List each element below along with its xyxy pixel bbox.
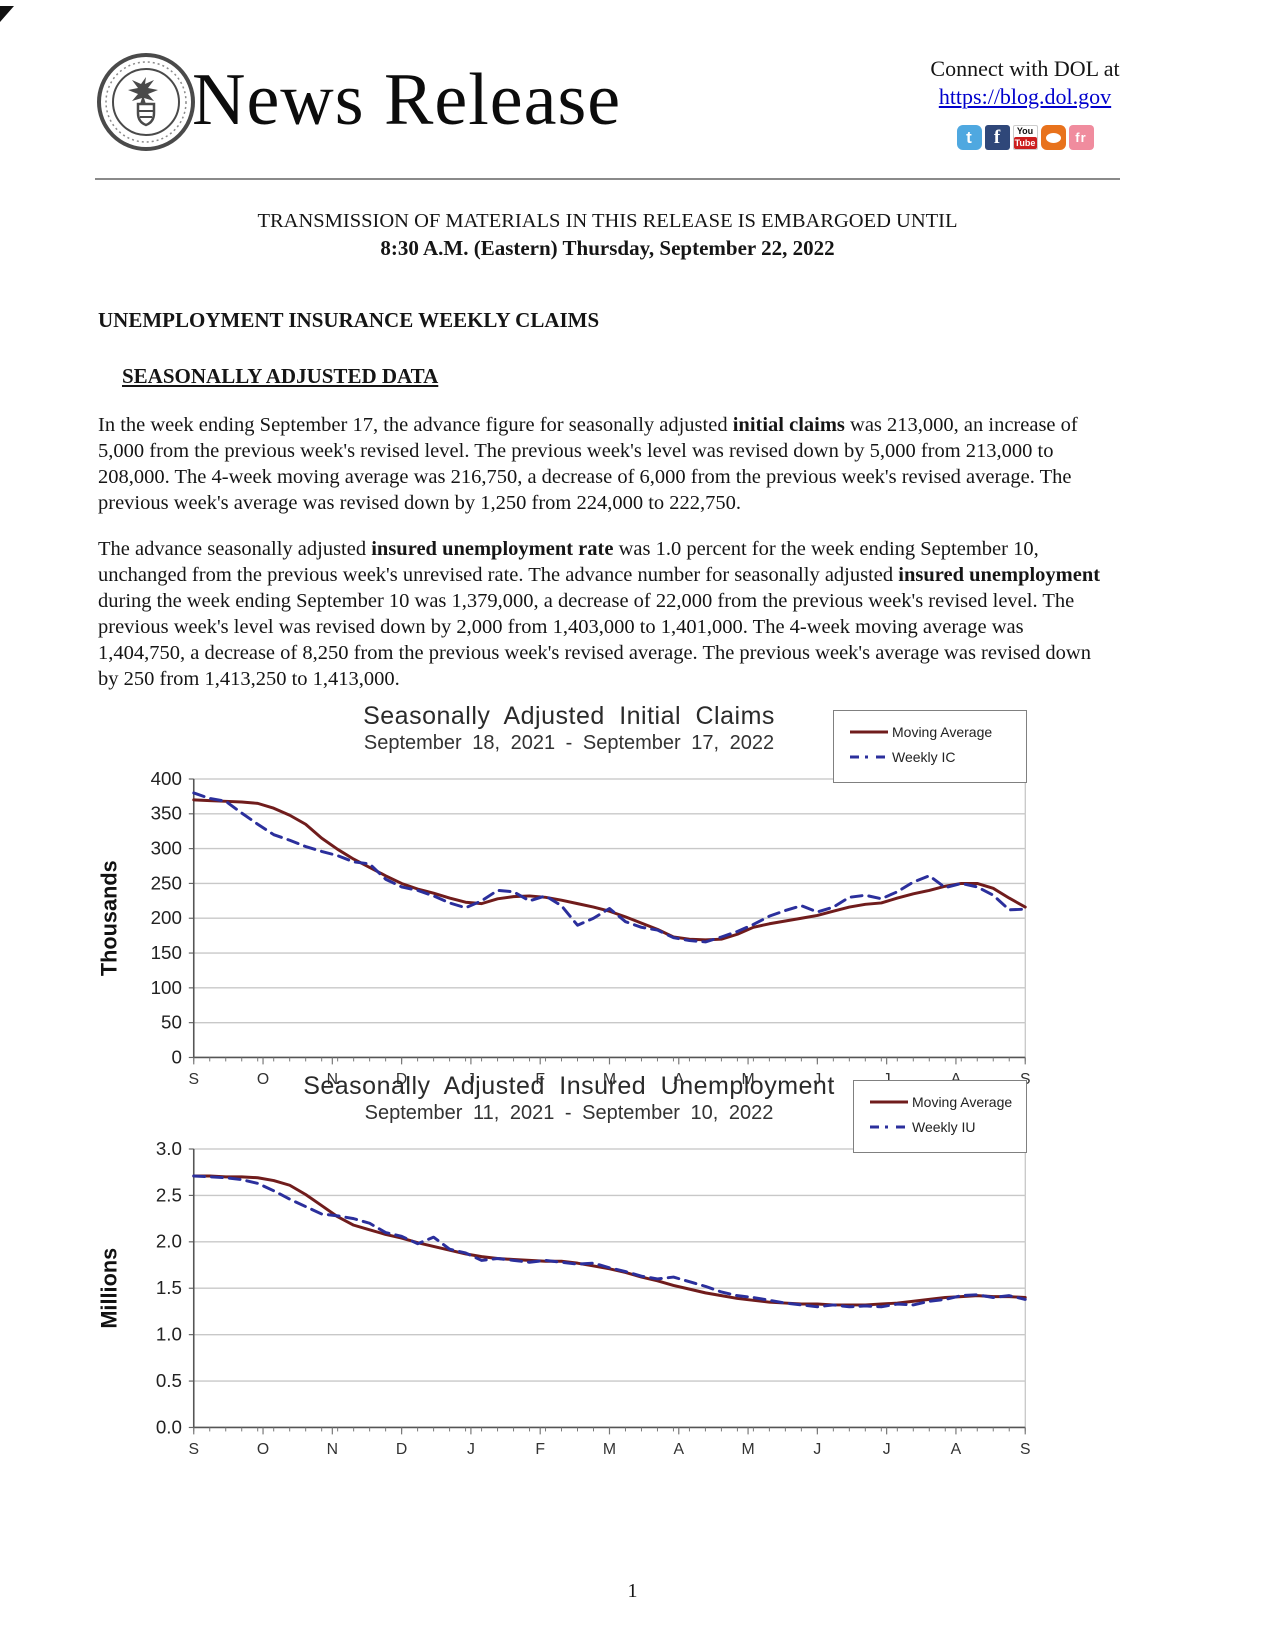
embargo-notice: TRANSMISSION OF MATERIALS IN THIS RELEAS…: [95, 208, 1120, 262]
svg-text:100: 100: [151, 977, 182, 998]
subsection-heading: SEASONALLY ADJUSTED DATA: [122, 364, 439, 388]
svg-text:1.5: 1.5: [156, 1277, 182, 1298]
svg-text:J: J: [883, 1071, 891, 1088]
initial-claims-chart: Seasonally Adjusted Initial Claims Septe…: [95, 702, 1043, 1111]
svg-text:Millions: Millions: [97, 1248, 122, 1329]
svg-text:A: A: [674, 1071, 685, 1088]
insured-unemployment-chart: Seasonally Adjusted Insured Unemployment…: [95, 1072, 1043, 1481]
svg-text:2.5: 2.5: [156, 1184, 182, 1205]
svg-text:M: M: [603, 1071, 616, 1088]
svg-text:0.5: 0.5: [156, 1370, 182, 1391]
twitter-icon[interactable]: t: [956, 125, 982, 150]
svg-text:J: J: [467, 1071, 475, 1088]
masthead-title: News Release: [192, 59, 622, 141]
solid-line-sample-icon: [870, 1100, 908, 1104]
facebook-icon[interactable]: f: [984, 125, 1010, 150]
svg-text:Thousands: Thousands: [97, 860, 122, 976]
chart1-title: Seasonally Adjusted Initial Claims: [363, 702, 775, 730]
flickr-icon[interactable]: fr: [1068, 125, 1094, 150]
svg-text:A: A: [951, 1441, 962, 1458]
svg-text:0: 0: [171, 1046, 181, 1067]
paragraph-insured-unemployment: The advance seasonally adjusted insured …: [98, 538, 1101, 690]
svg-text:M: M: [741, 1441, 754, 1458]
embargo-line-1: TRANSMISSION OF MATERIALS IN THIS RELEAS…: [257, 210, 958, 232]
svg-text:350: 350: [151, 803, 182, 824]
svg-text:J: J: [813, 1071, 821, 1088]
svg-text:M: M: [741, 1071, 754, 1088]
svg-text:O: O: [257, 1441, 269, 1458]
svg-text:A: A: [674, 1441, 685, 1458]
scan-corner-artifact: [0, 6, 14, 22]
svg-text:N: N: [327, 1441, 338, 1458]
chart2-plot-area: 3.0 2.5 2.0 1.5 1.0 0.5 0.0 S O N D J F M A M J J A S Millio…: [97, 1138, 1031, 1458]
section-heading: UNEMPLOYMENT INSURANCE WEEKLY CLAIMS: [98, 308, 600, 332]
legend-item-weekly-ic: Weekly IC: [848, 749, 1018, 765]
svg-text:O: O: [257, 1071, 269, 1088]
youtube-icon[interactable]: You Tube: [1012, 125, 1038, 150]
chart2-legend: Moving Average Weekly IU: [853, 1080, 1027, 1153]
svg-text:J: J: [813, 1441, 821, 1458]
svg-text:300: 300: [151, 838, 182, 859]
legend-item-weekly-iu: Weekly IU: [868, 1119, 1018, 1135]
svg-text:S: S: [1020, 1441, 1031, 1458]
svg-text:400: 400: [151, 768, 182, 789]
svg-text:N: N: [327, 1071, 338, 1088]
blog-bubble-icon[interactable]: [1040, 125, 1066, 150]
solid-line-sample-icon: [850, 730, 888, 734]
dashed-line-sample-icon: [850, 755, 888, 759]
svg-text:3.0: 3.0: [156, 1138, 182, 1159]
page-number: 1: [627, 1580, 638, 1602]
svg-text:A: A: [951, 1071, 962, 1088]
svg-text:50: 50: [161, 1012, 182, 1033]
connect-text: Connect with DOL at: [930, 56, 1120, 81]
svg-text:2.0: 2.0: [156, 1231, 182, 1252]
svg-text:M: M: [603, 1441, 616, 1458]
svg-text:F: F: [535, 1071, 545, 1088]
svg-text:D: D: [396, 1071, 407, 1088]
social-icons-row: t f You Tube fr: [925, 125, 1125, 150]
svg-text:150: 150: [151, 942, 182, 963]
svg-text:250: 250: [151, 872, 182, 893]
svg-text:200: 200: [151, 907, 182, 928]
chart1-legend: Moving Average Weekly IC: [833, 710, 1027, 783]
chart2-title: Seasonally Adjusted Insured Unemployment: [303, 1072, 835, 1100]
svg-text:D: D: [396, 1441, 407, 1458]
svg-text:J: J: [467, 1441, 475, 1458]
legend-item-moving-average: Moving Average: [848, 724, 1018, 740]
svg-text:1.0: 1.0: [156, 1324, 182, 1345]
chart2-subtitle: September 11, 2021 - September 10, 2022: [364, 1102, 774, 1124]
svg-text:S: S: [1020, 1071, 1031, 1088]
svg-text:0.0: 0.0: [156, 1416, 182, 1437]
svg-text:J: J: [883, 1441, 891, 1458]
dol-seal-icon: [97, 53, 195, 151]
paragraph-initial-claims: In the week ending September 17, the adv…: [98, 414, 1078, 514]
blog-link[interactable]: https://blog.dol.gov: [938, 84, 1112, 109]
svg-text:F: F: [535, 1441, 545, 1458]
legend-item-moving-average: Moving Average: [868, 1094, 1018, 1110]
embargo-line-2: 8:30 A.M. (Eastern) Thursday, September …: [380, 236, 835, 260]
chart1-plot-area: 400350300250200150100500SONDJFMAMJJASTho…: [97, 768, 1031, 1088]
dashed-line-sample-icon: [870, 1125, 908, 1129]
svg-text:S: S: [188, 1071, 199, 1088]
svg-text:S: S: [188, 1441, 199, 1458]
header-divider: [95, 178, 1120, 180]
connect-block: Connect with DOL at https://blog.dol.gov…: [925, 55, 1125, 150]
chart1-subtitle: September 18, 2021 - September 17, 2022: [363, 732, 775, 754]
